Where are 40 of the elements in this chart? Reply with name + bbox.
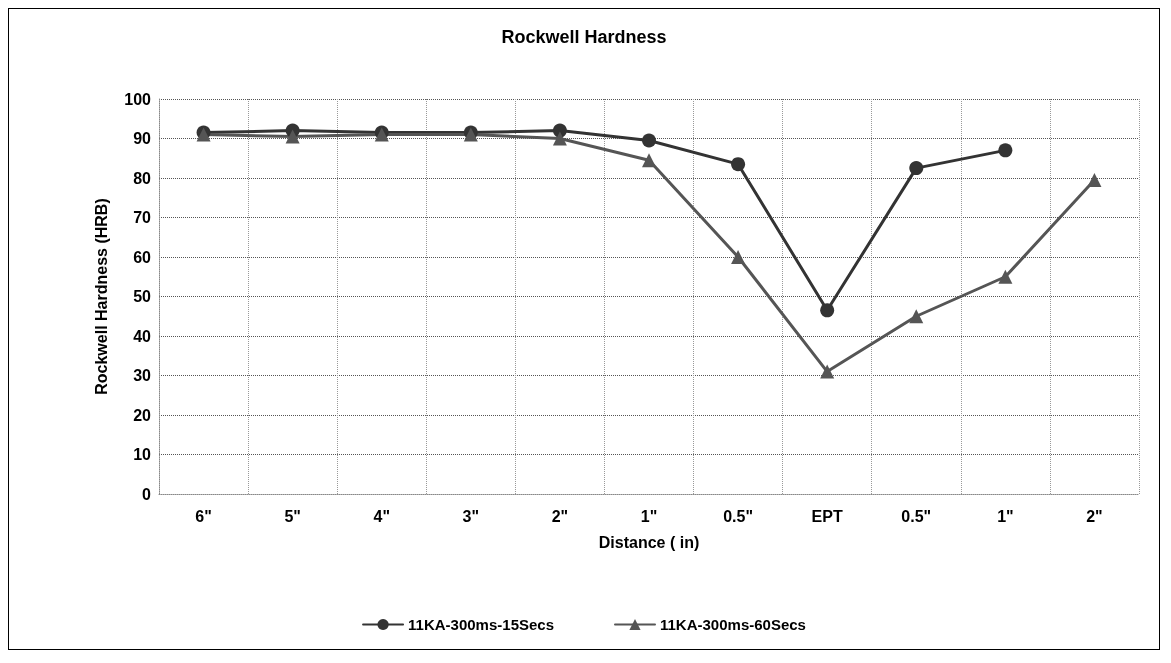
point: [731, 157, 746, 172]
y-tick-label: 10: [133, 446, 152, 463]
point: [642, 153, 656, 168]
x-tick-label: 6": [195, 507, 212, 525]
x-tick-label: 1": [997, 507, 1014, 525]
y-tick-label: 70: [133, 209, 152, 226]
x-tick-label: 0.5": [723, 507, 753, 525]
point: [998, 269, 1013, 284]
y-tick-label: 80: [133, 169, 152, 187]
legend-label: 11KA-300ms-60Secs: [660, 616, 806, 633]
legend-label: 11KA-300ms-15Secs: [408, 616, 554, 633]
x-tick-label: 4": [373, 507, 390, 525]
x-tick-label: 0.5": [901, 507, 932, 525]
y-axis-title: Rockwell Hardness (HRB): [92, 198, 110, 395]
y-tick-label: 30: [133, 367, 152, 384]
x-tick-label: 1": [640, 507, 658, 525]
point: [820, 364, 835, 379]
point: [909, 161, 924, 176]
y-tick-label: 90: [133, 130, 152, 147]
y-tick-label: 20: [133, 406, 152, 424]
x-tick-label: 3": [462, 507, 480, 525]
point: [552, 131, 567, 146]
point: [642, 133, 656, 148]
point: [1087, 172, 1102, 187]
point: [820, 303, 835, 318]
y-tick-label: 40: [133, 327, 152, 345]
x-tick-label: 2": [551, 507, 569, 525]
point: [909, 309, 924, 324]
y-tick-label: 100: [124, 90, 152, 108]
chart-title: Rockwell Hardness: [501, 27, 667, 47]
x-tick-label: EPT: [811, 507, 843, 525]
point: [285, 129, 300, 144]
point: [998, 143, 1013, 158]
y-tick-label: 60: [133, 248, 152, 266]
x-axis-title: Distance ( in): [598, 533, 700, 551]
point: [731, 250, 746, 264]
y-tick-label: 50: [133, 288, 152, 305]
x-tick-label: 2": [1086, 507, 1103, 525]
x-tick-label: 5": [284, 507, 301, 525]
y-tick-label: 0: [142, 485, 152, 503]
